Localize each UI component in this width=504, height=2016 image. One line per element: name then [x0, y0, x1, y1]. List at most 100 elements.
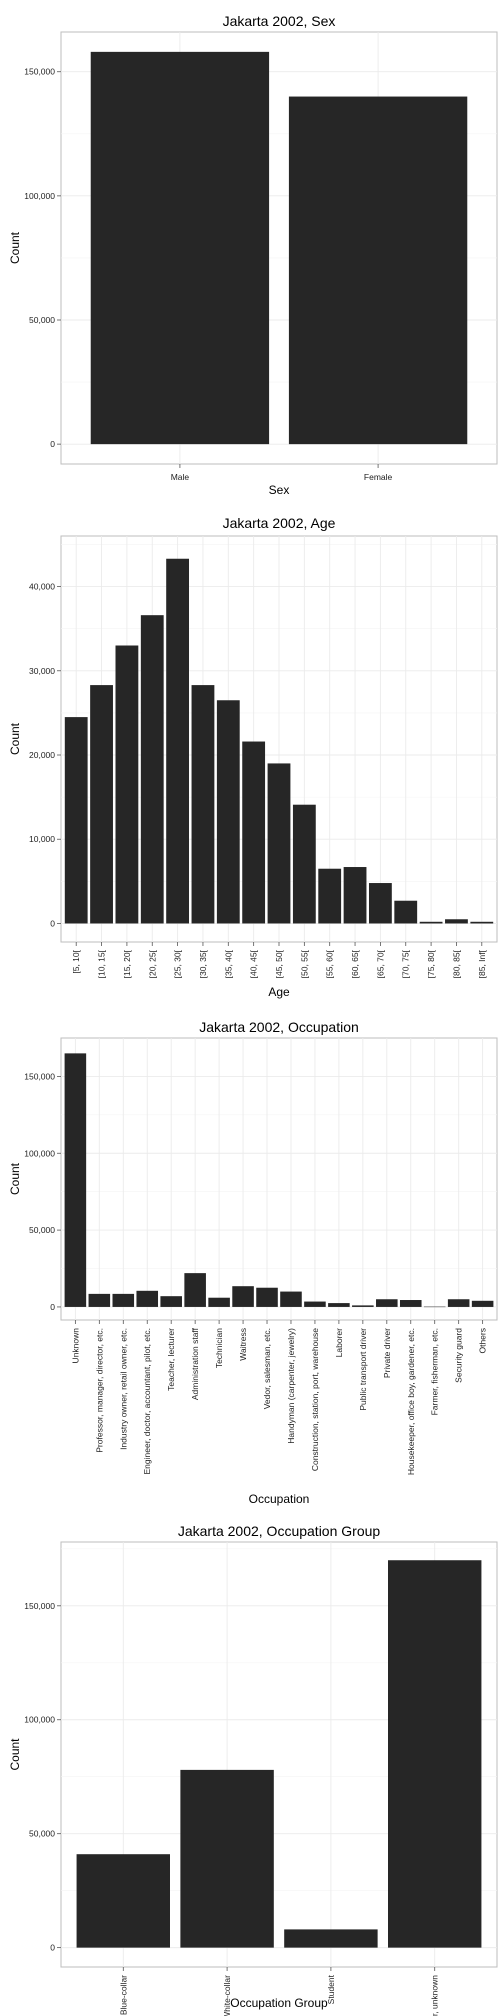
- y-tick-label: 100,000: [24, 1148, 55, 1158]
- chart-occupation-svg: 0 50,000 100,000 150,000 Unknown Professor, m…: [8, 1019, 498, 1506]
- y-tick-label: 0: [50, 1302, 55, 1312]
- y-tick-label: 10,000: [29, 834, 55, 844]
- chart-title: Jakarta 2002, Occupation Group: [178, 1523, 381, 1539]
- bar-0: [76, 1854, 170, 1948]
- x-tick-label: [70, 75[: [401, 949, 411, 978]
- y-tick-label: 0: [50, 918, 55, 928]
- x-tick-label: Security guard: [454, 1328, 464, 1383]
- y-tick-label: 150,000: [24, 1601, 55, 1611]
- plot-panel: [60, 1037, 498, 1321]
- bar-5: [191, 685, 215, 924]
- x-tick-label: [35, 40[: [223, 949, 233, 978]
- bar-3: [388, 1560, 482, 1948]
- bar-1: [88, 1293, 111, 1307]
- x-tick-label: Technician: [214, 1328, 224, 1368]
- chart-age: 0 10,000 20,000 30,000 40,000 [5, 10[[10, 15[…: [0, 505, 504, 1005]
- bar-7: [242, 741, 266, 924]
- chart-age-svg: 0 10,000 20,000 30,000 40,000 [5, 10[[10, 15[…: [8, 515, 498, 999]
- y-axis-title: Count: [8, 1738, 22, 1771]
- x-tick-label: [75, 80[: [426, 949, 436, 978]
- bar-1: [180, 1769, 274, 1948]
- y-tick-label: 20,000: [29, 750, 55, 760]
- bar-8: [256, 1287, 278, 1307]
- x-tick-label: Farmer, fisherman, etc.: [430, 1328, 440, 1415]
- y-tick-label: 30,000: [29, 666, 55, 676]
- x-tick-label: Industry owner, retail owner, etc.: [118, 1328, 128, 1450]
- bar-2: [112, 1293, 135, 1307]
- chart-sex-svg: 0 50,000 100,000 150,000 Male Female Jakarta 2…: [8, 13, 498, 497]
- x-tick-label: [60, 65[: [350, 949, 360, 978]
- bar-13: [376, 1299, 398, 1307]
- x-tick-label: Others: [478, 1328, 488, 1354]
- x-tick-label: [50, 55[: [299, 949, 309, 978]
- y-tick-label: 150,000: [24, 1071, 55, 1081]
- x-tick-label: [65, 70[: [375, 949, 385, 978]
- bar-14: [399, 1300, 422, 1307]
- bar-13: [394, 900, 418, 924]
- bar-3: [140, 615, 164, 924]
- x-tick-label: Teacher, lecturer: [166, 1328, 176, 1391]
- x-tick-label: Construction, station, port, warehouse: [310, 1328, 320, 1471]
- y-tick-label: 40,000: [29, 582, 55, 592]
- x-tick-label: Administration staff: [190, 1327, 200, 1400]
- bar-1: [288, 96, 468, 445]
- bar-5: [184, 1273, 206, 1307]
- y-tick-label: 50,000: [29, 315, 55, 325]
- bar-1: [90, 685, 113, 924]
- y-axis-title: Count: [8, 1162, 22, 1195]
- x-tick-label: Private driver: [382, 1328, 392, 1378]
- x-tick-label: Housekeeper, office boy, gardener, etc.: [406, 1328, 416, 1475]
- x-tick-label: Professor, manager, director, etc.: [94, 1328, 104, 1453]
- bar-2: [115, 645, 139, 924]
- chart-sex: 0 50,000 100,000 150,000 Male Female Jakarta 2…: [0, 0, 504, 505]
- y-axis-title: Count: [8, 722, 22, 755]
- x-tick-label: [10, 15[: [97, 949, 107, 978]
- x-axis-title: Occupation: [249, 1492, 310, 1506]
- chart-title: Jakarta 2002, Occupation: [199, 1019, 359, 1035]
- x-tick-label: [20, 25[: [147, 949, 157, 978]
- bar-17: [471, 1300, 494, 1307]
- y-tick-label: 100,000: [24, 1715, 55, 1725]
- x-tick-label: [45, 50[: [274, 949, 284, 978]
- bar-15: [445, 919, 468, 924]
- x-tick-label: Vedor, salesman, etc.: [262, 1328, 272, 1409]
- x-tick-label: Other, unknown: [430, 1975, 440, 2016]
- bar-16: [447, 1299, 470, 1307]
- bar-14: [419, 921, 443, 924]
- y-tick-label: 50,000: [29, 1829, 55, 1839]
- x-tick-label: White-collar: [222, 1975, 232, 2016]
- bar-0: [64, 1053, 87, 1307]
- y-axis-title: Count: [8, 231, 22, 264]
- chart-title: Jakarta 2002, Age: [223, 515, 336, 531]
- x-tick-label: Handyman (carpenter, jewelry): [286, 1328, 296, 1444]
- x-tick-label: Student: [326, 1974, 336, 2004]
- bar-11: [328, 1303, 350, 1307]
- bar-3: [136, 1290, 159, 1307]
- x-tick-label: [25, 30[: [173, 949, 183, 978]
- x-tick-label: Blue-collar: [118, 1975, 128, 2015]
- bar-10: [304, 1301, 326, 1307]
- x-tick-label: Waitress: [238, 1328, 248, 1361]
- bar-2: [284, 1929, 378, 1948]
- y-tick-label: 50,000: [29, 1225, 55, 1235]
- chart-occupation-group: 0 50,000 100,000 150,000 Blue-collar White-co…: [0, 1510, 504, 2016]
- bar-7: [232, 1286, 254, 1307]
- y-tick-label: 100,000: [24, 191, 55, 201]
- bar-9: [280, 1291, 302, 1307]
- x-tick-label: Male: [171, 472, 190, 482]
- bar-12: [352, 1305, 374, 1307]
- y-tick-label: 0: [50, 1943, 55, 1953]
- x-axis-title: Occupation Group: [230, 1996, 328, 2010]
- bar-0: [90, 51, 270, 445]
- bar-4: [166, 558, 190, 924]
- bar-16: [470, 921, 494, 924]
- x-tick-label: Unknown: [70, 1328, 80, 1364]
- bar-15: [423, 1306, 446, 1308]
- bar-4: [160, 1296, 182, 1307]
- bar-8: [267, 763, 291, 924]
- chart-occupation-group-svg: 0 50,000 100,000 150,000 Blue-collar White-co…: [8, 1523, 498, 2016]
- x-tick-label: [55, 60[: [325, 949, 335, 978]
- bar-6: [216, 700, 240, 924]
- bar-6: [208, 1297, 230, 1307]
- y-tick-label: 150,000: [24, 67, 55, 77]
